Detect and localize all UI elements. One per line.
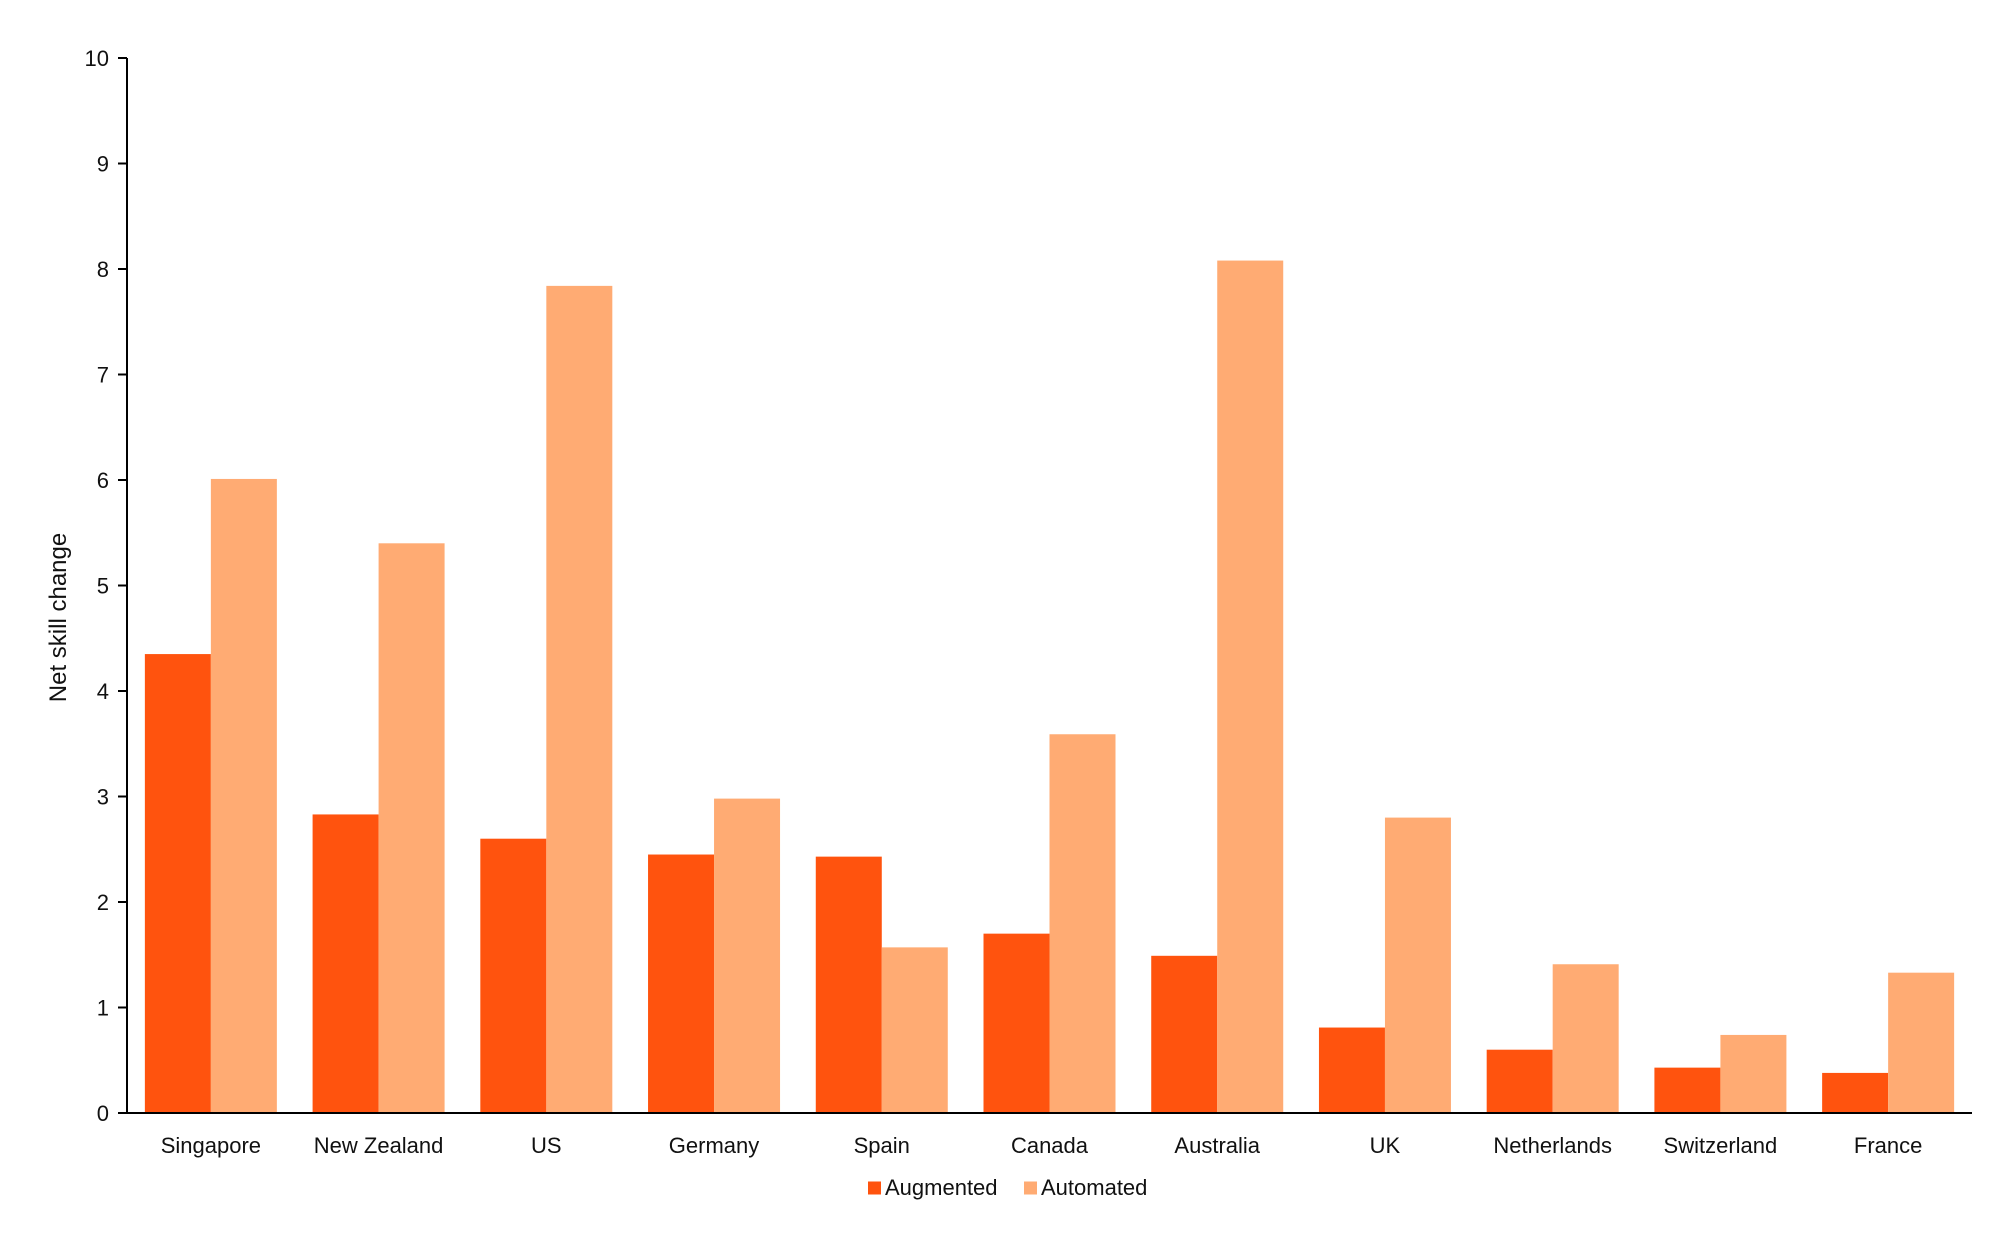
bar-augmented: [648, 854, 715, 1113]
bar-automated: [1720, 1034, 1787, 1113]
bar-automated: [1384, 817, 1451, 1113]
bar-automated: [1888, 972, 1955, 1113]
y-tick-label: 9: [97, 152, 109, 177]
y-tick-label: 10: [85, 46, 109, 71]
bar-automated: [881, 947, 948, 1113]
y-tick-label: 5: [97, 574, 109, 599]
y-tick-label: 8: [97, 257, 109, 282]
bar-automated: [1049, 734, 1116, 1113]
bar-augmented: [815, 856, 882, 1113]
x-axis-category-labels: Singapore New Zealand US Germany Spain Canada…: [161, 1133, 1923, 1158]
y-tick-label: 3: [97, 785, 109, 810]
y-tick-label: 6: [97, 468, 109, 493]
bar-automated: [210, 478, 277, 1113]
bar-augmented: [1822, 1072, 1889, 1113]
y-tick-label: 1: [97, 996, 109, 1021]
bar-augmented: [1654, 1067, 1721, 1113]
x-category-label: Switzerland: [1664, 1133, 1778, 1158]
bar-automated: [1552, 964, 1619, 1113]
x-category-label: Spain: [854, 1133, 910, 1158]
x-category-label: New Zealand: [314, 1133, 444, 1158]
y-axis-ticks: 0 1 2 3 4 5 6 7 8 9 10: [85, 46, 127, 1126]
x-category-label: UK: [1370, 1133, 1401, 1158]
bar-automated: [1217, 260, 1284, 1113]
y-tick-label: 2: [97, 890, 109, 915]
x-category-label: Australia: [1174, 1133, 1260, 1158]
legend: Augmented Automated: [868, 1175, 1147, 1200]
x-category-label: Germany: [669, 1133, 759, 1158]
y-tick-label: 4: [97, 679, 109, 704]
legend-label-automated: Automated: [1041, 1175, 1147, 1200]
legend-swatch-augmented: [868, 1181, 881, 1195]
y-tick-label: 7: [97, 363, 109, 388]
x-category-label: Singapore: [161, 1133, 261, 1158]
y-tick-label: 0: [97, 1101, 109, 1126]
x-category-label: Canada: [1011, 1133, 1089, 1158]
bar-augmented: [480, 838, 547, 1113]
bar-automated: [714, 798, 781, 1113]
x-category-label: France: [1854, 1133, 1922, 1158]
bar-augmented: [312, 814, 379, 1113]
bars-layer: [144, 260, 1955, 1113]
bar-automated: [546, 285, 613, 1113]
bar-augmented: [144, 654, 211, 1113]
x-category-label: US: [531, 1133, 562, 1158]
bar-augmented: [1151, 955, 1218, 1113]
bar-augmented: [1318, 1027, 1385, 1113]
legend-swatch-automated: [1024, 1181, 1037, 1195]
y-axis-title: Net skill change: [45, 533, 72, 702]
bar-augmented: [1486, 1049, 1553, 1113]
x-category-label: Netherlands: [1493, 1133, 1612, 1158]
bar-augmented: [983, 933, 1050, 1113]
bar-automated: [378, 543, 445, 1113]
legend-label-augmented: Augmented: [885, 1175, 998, 1200]
